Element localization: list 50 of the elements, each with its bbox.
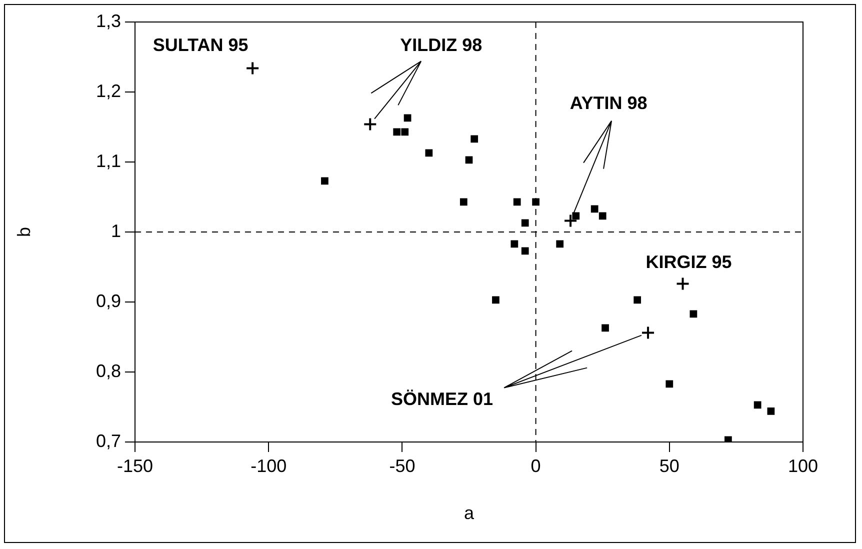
y-tick-label: 1 — [110, 220, 121, 241]
point — [401, 128, 409, 136]
point — [404, 114, 412, 122]
y-tick-label: 1,3 — [96, 10, 121, 31]
point — [246, 61, 260, 76]
point — [590, 205, 598, 213]
y-tick-label: 1,2 — [96, 80, 121, 101]
y-tick-label: 0,7 — [96, 430, 121, 451]
y-axis-title: b — [14, 226, 34, 238]
point — [492, 296, 500, 304]
x-tick-label: 50 — [659, 456, 680, 476]
annotation: KIRGIZ 95 — [646, 252, 732, 272]
point — [556, 240, 564, 248]
point — [465, 156, 473, 164]
point — [754, 401, 762, 409]
point — [767, 408, 775, 415]
y-tick-label: 0,8 — [96, 360, 121, 381]
x-tick-label: -150 — [116, 456, 154, 476]
point — [513, 198, 521, 206]
point — [521, 247, 529, 255]
point — [724, 436, 732, 442]
point — [572, 212, 580, 220]
annotation: SÖNMEZ 01 — [391, 388, 494, 409]
point — [676, 276, 690, 291]
point — [363, 117, 378, 132]
annotation: YILDIZ 98 — [400, 35, 482, 56]
point — [470, 135, 478, 143]
point — [510, 240, 518, 248]
y-tick-label: 1,1 — [96, 150, 121, 171]
point — [598, 212, 606, 220]
point — [521, 219, 529, 227]
x-tick-label: -100 — [250, 456, 287, 476]
x-tick-label: 0 — [530, 456, 541, 476]
point — [690, 310, 698, 318]
point — [393, 128, 401, 136]
annotation: AYTIN 98 — [570, 92, 648, 113]
point — [425, 149, 433, 157]
point — [321, 177, 328, 185]
point — [602, 324, 609, 332]
x-tick-label: -50 — [389, 456, 416, 476]
point — [532, 198, 540, 206]
y-tick-label: 0,9 — [96, 290, 121, 311]
point — [634, 296, 642, 304]
point — [460, 198, 468, 206]
point — [641, 326, 656, 340]
x-axis-title: a — [464, 503, 475, 524]
annotation: SULTAN 95 — [152, 35, 248, 56]
point — [666, 380, 674, 388]
point — [564, 214, 578, 228]
x-tick-label: 100 — [788, 456, 818, 476]
